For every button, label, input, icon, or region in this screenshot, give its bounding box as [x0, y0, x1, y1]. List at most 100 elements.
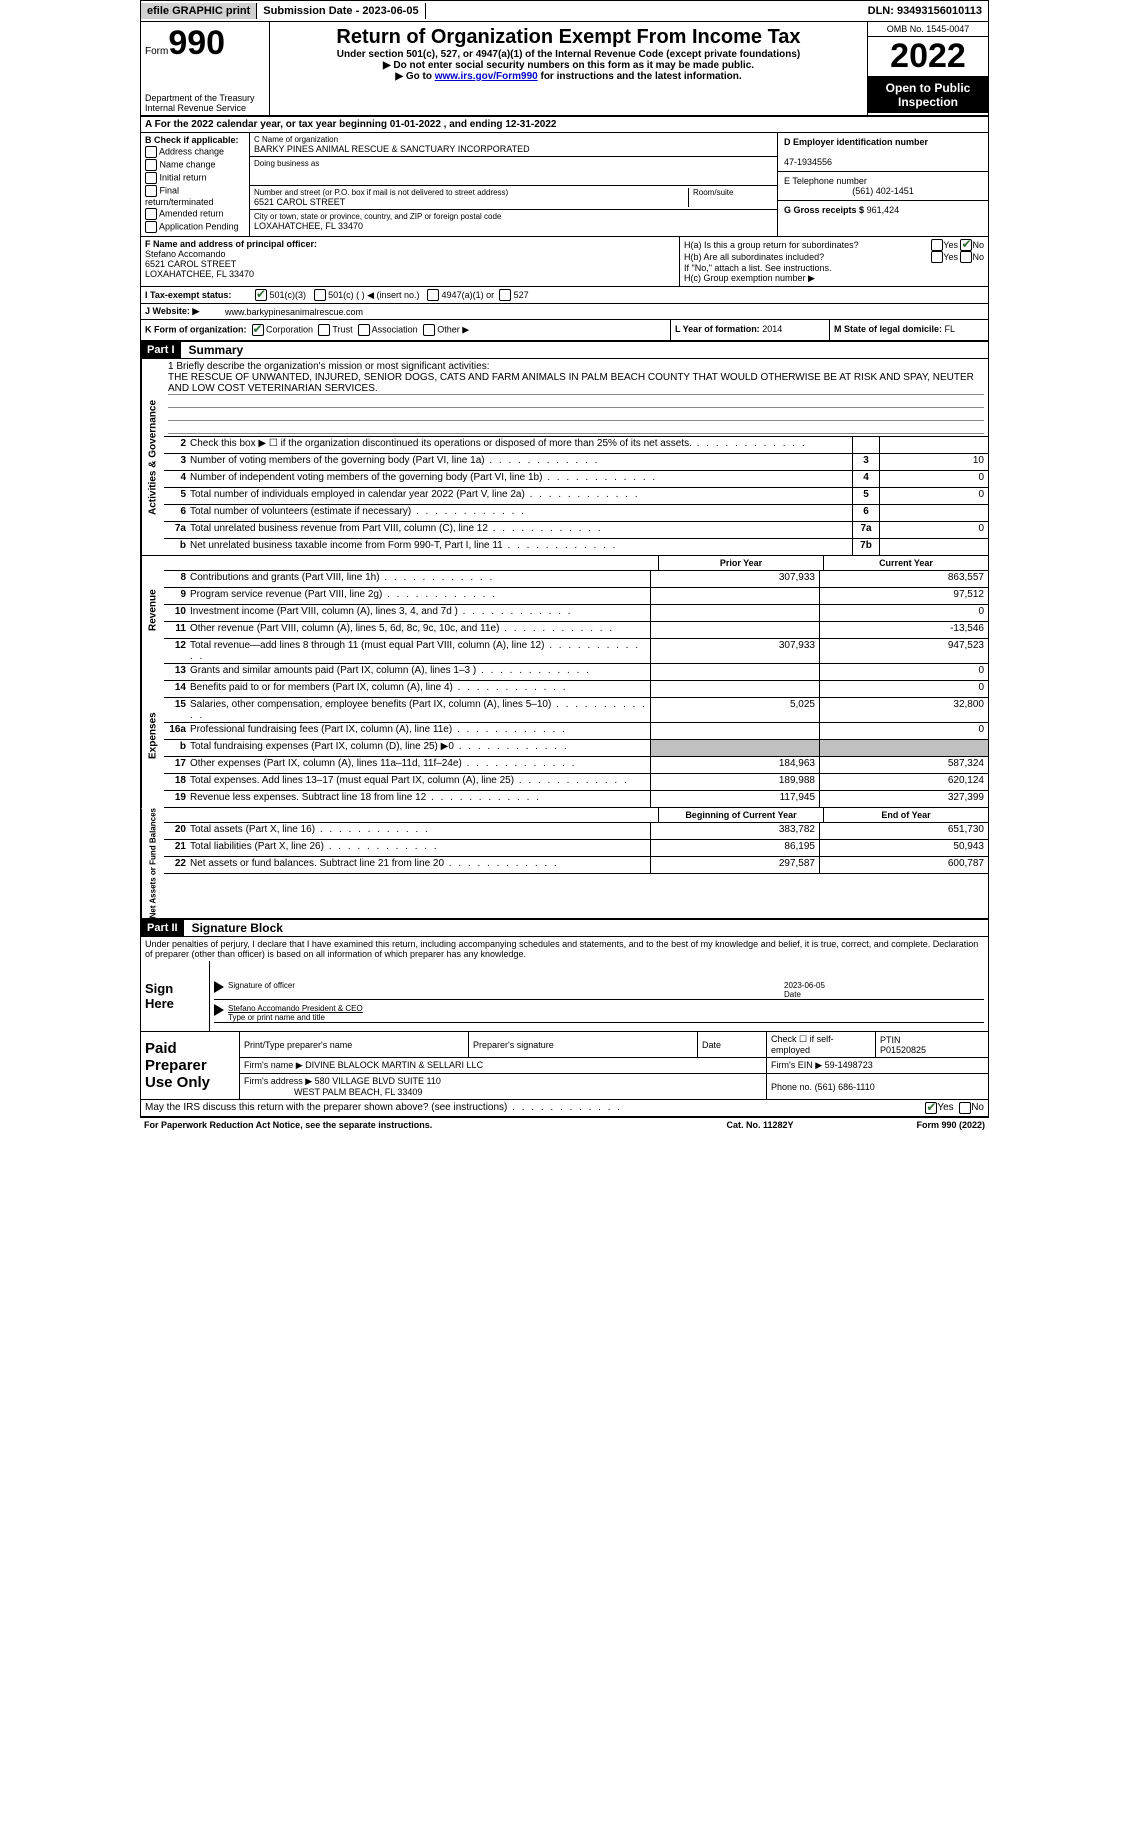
- page-footer: For Paperwork Reduction Act Notice, see …: [140, 1117, 989, 1132]
- officer-name-line: Stefano Accomando President & CEO Type o…: [214, 1002, 984, 1023]
- chk-trust[interactable]: [318, 324, 330, 336]
- expenses-section: Expenses 13Grants and similar amounts pa…: [140, 664, 989, 808]
- summary-row: 6Total number of volunteers (estimate if…: [164, 505, 988, 522]
- summary-row: 18Total expenses. Add lines 13–17 (must …: [164, 774, 988, 791]
- header-right: OMB No. 1545-0047 2022 Open to Public In…: [867, 22, 988, 115]
- dln-label: DLN: 93493156010113: [862, 3, 988, 19]
- net-assets-section: Net Assets or Fund Balances Beginning of…: [140, 808, 989, 920]
- pointer-icon: [214, 981, 224, 993]
- prep-date-hdr: Date: [698, 1032, 767, 1058]
- summary-row: 8Contributions and grants (Part VIII, li…: [164, 571, 988, 588]
- signature-line: Signature of officer 2023-06-05 Date: [214, 963, 984, 1000]
- chk-amended[interactable]: Amended return: [145, 208, 245, 220]
- irs-link[interactable]: www.irs.gov/Form990: [435, 71, 538, 82]
- dba-label: Doing business as: [254, 159, 773, 168]
- summary-row: 7aTotal unrelated business revenue from …: [164, 522, 988, 539]
- chk-initial-return[interactable]: Initial return: [145, 172, 245, 184]
- col-h-group: H(a) Is this a group return for subordin…: [679, 237, 988, 286]
- part-1-header: Part I Summary: [140, 342, 989, 359]
- chk-501c[interactable]: [314, 289, 326, 301]
- summary-row: 2Check this box ▶ ☐ if the organization …: [164, 437, 988, 454]
- officer-addr1: 6521 CAROL STREET: [145, 259, 236, 269]
- city-label: City or town, state or province, country…: [254, 212, 773, 221]
- row-j-website: J Website: ▶ www.barkypinesanimalrescue.…: [140, 304, 989, 320]
- hb-label: H(b) Are all subordinates included?: [684, 252, 931, 262]
- chk-assoc[interactable]: [358, 324, 370, 336]
- chk-app-pending[interactable]: Application Pending: [145, 221, 245, 233]
- efile-print-button[interactable]: efile GRAPHIC print: [141, 3, 257, 19]
- prep-sig-hdr: Preparer's signature: [469, 1032, 698, 1058]
- row-fh: F Name and address of principal officer:…: [140, 237, 989, 287]
- form-title: Return of Organization Exempt From Incom…: [274, 26, 863, 49]
- form-number: Form990: [145, 24, 265, 63]
- chk-other[interactable]: [423, 324, 435, 336]
- header-left: Form990 Department of the Treasury Inter…: [141, 22, 270, 115]
- chk-527[interactable]: [499, 289, 511, 301]
- chk-address-change[interactable]: Address change: [145, 146, 245, 158]
- discuss-yes[interactable]: [925, 1102, 937, 1114]
- officer-addr2: LOXAHATCHEE, FL 33470: [145, 269, 254, 279]
- col-b-checkboxes: B Check if applicable: Address change Na…: [141, 133, 250, 236]
- section-bcd: B Check if applicable: Address change Na…: [140, 133, 989, 237]
- sign-here-block: Sign Here Signature of officer 2023-06-0…: [140, 961, 989, 1032]
- vtab-expenses: Expenses: [141, 664, 164, 808]
- activities-governance-section: Activities & Governance 1 Briefly descri…: [140, 359, 989, 555]
- summary-row: 21Total liabilities (Part X, line 26)86,…: [164, 840, 988, 857]
- street-label: Number and street (or P.O. box if mail i…: [254, 188, 688, 197]
- room-label: Room/suite: [693, 188, 773, 197]
- open-to-public: Open to Public Inspection: [868, 77, 988, 113]
- summary-row: 16aProfessional fundraising fees (Part I…: [164, 723, 988, 740]
- prep-self-emp: Check ☐ if self-employed: [767, 1032, 876, 1058]
- hb-yes[interactable]: [931, 251, 943, 263]
- firm-ein-cell: Firm's EIN ▶ 59-1498723: [767, 1058, 989, 1074]
- paid-preparer-block: Paid Preparer Use Only Print/Type prepar…: [140, 1032, 989, 1100]
- ha-yes[interactable]: [931, 239, 943, 251]
- discuss-row: May the IRS discuss this return with the…: [140, 1100, 989, 1117]
- form-990-page: efile GRAPHIC print Submission Date - 20…: [140, 0, 989, 1132]
- mission-block: 1 Briefly describe the organization's mi…: [164, 359, 988, 437]
- chk-final-return[interactable]: Final return/terminated: [145, 185, 245, 207]
- chk-corp[interactable]: [252, 324, 264, 336]
- chk-name-change[interactable]: Name change: [145, 159, 245, 171]
- py-cy-header: Prior Year Current Year: [164, 556, 988, 571]
- summary-row: 13Grants and similar amounts paid (Part …: [164, 664, 988, 681]
- form-header: Form990 Department of the Treasury Inter…: [140, 22, 989, 117]
- preparer-table: Print/Type preparer's name Preparer's si…: [240, 1032, 988, 1099]
- omb-number: OMB No. 1545-0047: [868, 22, 988, 37]
- gross-label: G Gross receipts $: [784, 205, 864, 215]
- summary-row: 12Total revenue—add lines 8 through 11 (…: [164, 639, 988, 664]
- pointer-icon: [214, 1004, 224, 1016]
- summary-row: 10Investment income (Part VIII, column (…: [164, 605, 988, 622]
- dept-label: Department of the Treasury Internal Reve…: [145, 93, 265, 113]
- col-k-form-org: K Form of organization: Corporation Trus…: [141, 320, 670, 340]
- col-f-officer: F Name and address of principal officer:…: [141, 237, 679, 286]
- row-a-calendar-year: A For the 2022 calendar year, or tax yea…: [140, 117, 989, 133]
- firm-phone-cell: Phone no. (561) 686-1110: [767, 1074, 989, 1100]
- header-center: Return of Organization Exempt From Incom…: [270, 22, 867, 115]
- col-m-state: M State of legal domicile: FL: [829, 320, 988, 340]
- website-value: www.barkypinesanimalrescue.com: [225, 307, 363, 317]
- summary-row: 3Number of voting members of the governi…: [164, 454, 988, 471]
- gross-value: 961,424: [867, 205, 900, 215]
- penalties-text: Under penalties of perjury, I declare th…: [140, 937, 989, 961]
- col-l-year: L Year of formation: 2014: [670, 320, 829, 340]
- summary-row: bNet unrelated business taxable income f…: [164, 539, 988, 555]
- form-subtitle: Under section 501(c), 527, or 4947(a)(1)…: [274, 49, 863, 60]
- row-i-tax-status: I Tax-exempt status: 501(c)(3) 501(c) ( …: [140, 287, 989, 304]
- chk-4947[interactable]: [427, 289, 439, 301]
- ein-value: 47-1934556: [784, 157, 832, 167]
- ha-no[interactable]: [960, 239, 972, 251]
- summary-row: 11Other revenue (Part VIII, column (A), …: [164, 622, 988, 639]
- firm-name-cell: Firm's name ▶ DIVINE BLALOCK MARTIN & SE…: [240, 1058, 767, 1074]
- discuss-no[interactable]: [959, 1102, 971, 1114]
- hc-label: H(c) Group exemption number ▶: [684, 273, 984, 284]
- vtab-netassets: Net Assets or Fund Balances: [141, 808, 164, 918]
- hb-no[interactable]: [960, 251, 972, 263]
- vtab-activities: Activities & Governance: [141, 359, 164, 555]
- summary-row: 9Program service revenue (Part VIII, lin…: [164, 588, 988, 605]
- col-d-ein-phone: D Employer identification number 47-1934…: [777, 133, 988, 236]
- phone-label: E Telephone number: [784, 176, 867, 186]
- part-2-header: Part II Signature Block: [140, 920, 989, 937]
- summary-row: 17Other expenses (Part IX, column (A), l…: [164, 757, 988, 774]
- chk-501c3[interactable]: [255, 289, 267, 301]
